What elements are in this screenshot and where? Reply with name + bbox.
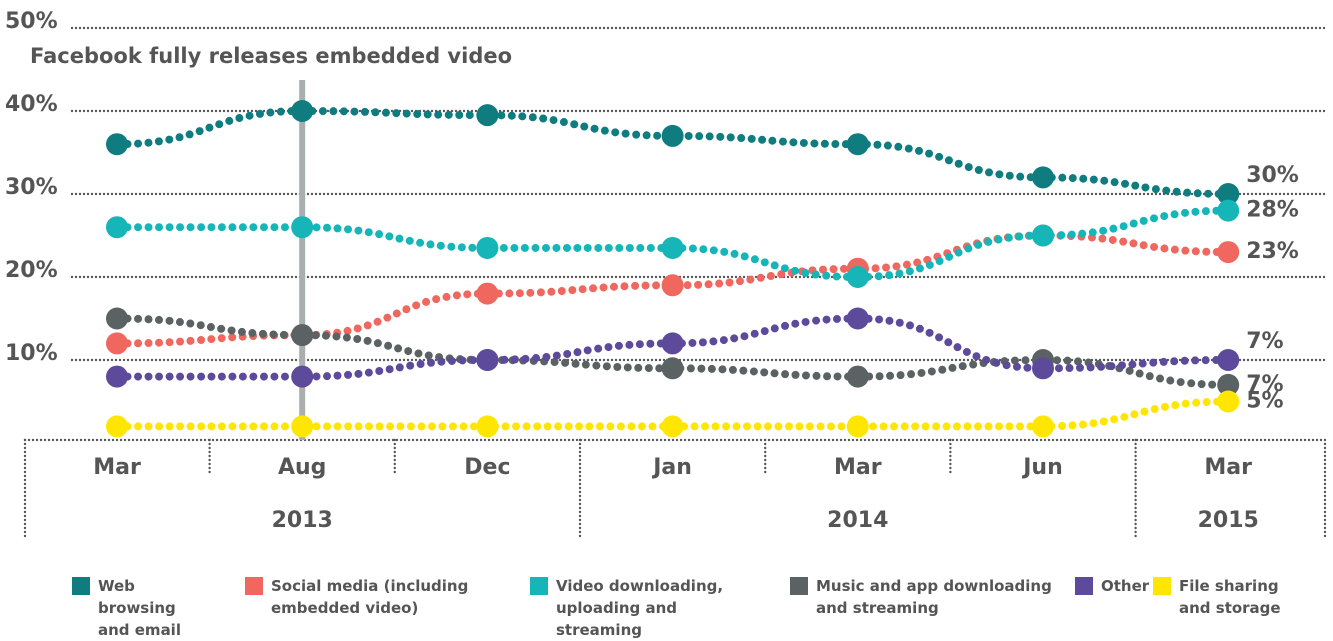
end-label: 23% bbox=[1246, 239, 1299, 264]
point bbox=[1032, 224, 1054, 247]
point bbox=[846, 365, 869, 388]
legend: Web browsing and email Social media (incl… bbox=[0, 575, 1333, 639]
chart: Facebook fully releases embedded video 1… bbox=[5, 9, 1327, 540]
end-label: 7% bbox=[1246, 329, 1283, 354]
point bbox=[106, 332, 128, 355]
point bbox=[106, 216, 128, 239]
point bbox=[291, 324, 314, 347]
point bbox=[661, 332, 684, 355]
point bbox=[476, 415, 499, 438]
point bbox=[846, 133, 869, 156]
point bbox=[661, 357, 684, 380]
legend-label: File sharing and storage bbox=[1179, 577, 1281, 617]
legend-label: Web browsing and email bbox=[98, 577, 181, 639]
point bbox=[846, 307, 869, 330]
point bbox=[661, 274, 684, 297]
legend-label: Social media (including embedded video) bbox=[271, 577, 469, 617]
legend-item: Web browsing and email bbox=[72, 575, 208, 641]
point bbox=[476, 282, 499, 305]
point bbox=[291, 415, 314, 438]
legend-item: File sharing and storage bbox=[1153, 575, 1309, 619]
year-label: 2013 bbox=[272, 508, 333, 533]
y-tick-label: 40% bbox=[5, 92, 58, 117]
legend-label: Video downloading, uploading and streami… bbox=[556, 577, 724, 639]
point bbox=[106, 415, 128, 438]
point bbox=[1217, 241, 1240, 264]
point bbox=[476, 104, 499, 127]
end-label: 28% bbox=[1246, 198, 1299, 223]
y-tick-label: 10% bbox=[5, 341, 58, 366]
annotation: Facebook fully releases embedded video bbox=[30, 44, 512, 68]
point bbox=[1217, 199, 1240, 222]
y-tick-label: 30% bbox=[5, 175, 58, 200]
legend-swatch bbox=[1153, 577, 1171, 595]
series-line bbox=[113, 106, 1233, 198]
point bbox=[1032, 415, 1054, 438]
point bbox=[291, 365, 314, 388]
x-tick-label: Jan bbox=[651, 455, 692, 480]
x-tick-label: Aug bbox=[278, 455, 326, 480]
legend-swatch bbox=[1075, 577, 1093, 595]
legend-item: Social media (including embedded video) bbox=[245, 575, 511, 619]
point bbox=[661, 236, 684, 259]
y-tick-label: 20% bbox=[5, 258, 58, 283]
point bbox=[476, 236, 499, 259]
point bbox=[1032, 166, 1054, 189]
point bbox=[661, 415, 684, 438]
point bbox=[846, 266, 869, 288]
year-label: 2015 bbox=[1198, 508, 1259, 533]
point bbox=[1217, 390, 1240, 413]
end-label: 7% bbox=[1246, 372, 1283, 397]
end-label: 5% bbox=[1246, 389, 1283, 414]
point bbox=[1217, 183, 1240, 205]
point bbox=[106, 307, 128, 330]
x-tick-label: Jun bbox=[1021, 455, 1063, 480]
point bbox=[1217, 373, 1240, 396]
x-tick-label: Dec bbox=[464, 455, 510, 480]
legend-item: Video downloading, uploading and streami… bbox=[530, 575, 766, 641]
x-tick-label: Mar bbox=[93, 455, 141, 480]
legend-swatch bbox=[530, 577, 548, 595]
point bbox=[661, 124, 684, 147]
legend-swatch bbox=[790, 577, 808, 595]
legend-swatch bbox=[72, 577, 90, 595]
legend-label: Other bbox=[1101, 577, 1150, 595]
point bbox=[846, 415, 869, 438]
point bbox=[1032, 357, 1054, 380]
legend-label: Music and app downloading and streaming bbox=[816, 577, 1052, 617]
point bbox=[1217, 349, 1240, 371]
legend-item: Music and app downloading and streaming bbox=[790, 575, 1066, 619]
point bbox=[291, 216, 314, 239]
point bbox=[106, 133, 128, 156]
point bbox=[476, 349, 499, 371]
x-tick-label: Mar bbox=[1204, 455, 1252, 480]
point bbox=[106, 365, 128, 388]
legend-swatch bbox=[245, 577, 263, 595]
point bbox=[291, 100, 314, 122]
year-label: 2014 bbox=[827, 508, 888, 533]
y-tick-label: 50% bbox=[5, 9, 58, 34]
end-label: 30% bbox=[1246, 163, 1299, 188]
page: Facebook fully releases embedded video 1… bbox=[0, 9, 1333, 639]
x-tick-label: Mar bbox=[834, 455, 882, 480]
legend-item: Other bbox=[1075, 575, 1161, 597]
